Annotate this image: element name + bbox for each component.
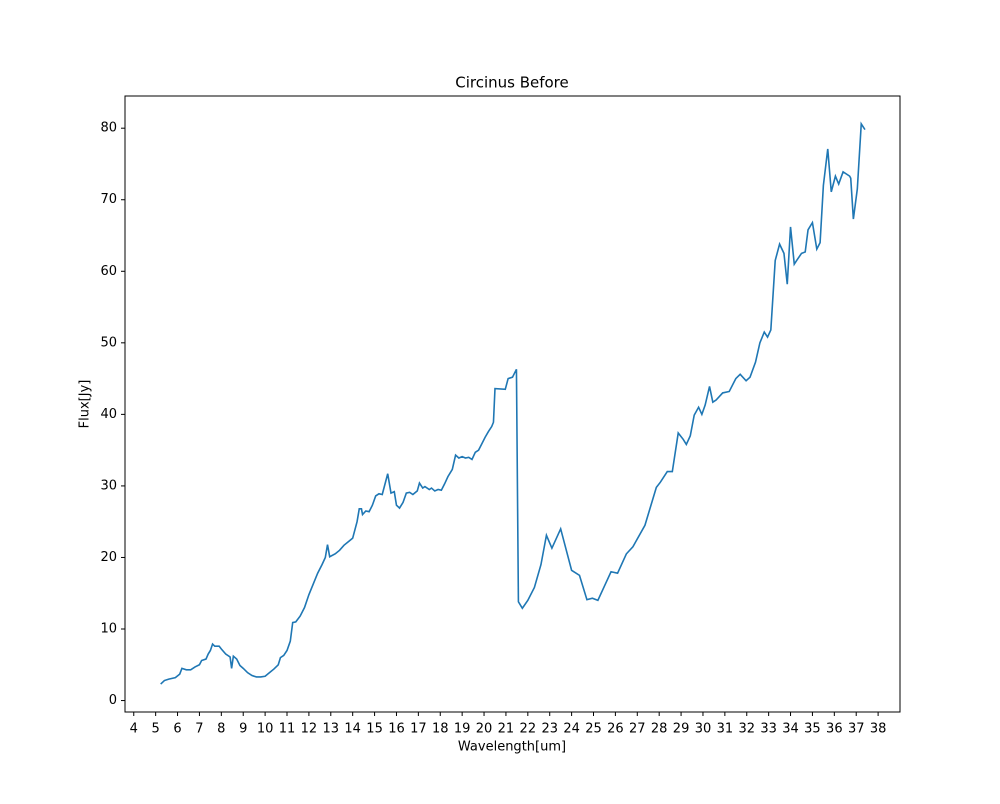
x-tick-label: 19 [454,722,471,737]
x-tick-label: 26 [607,722,624,737]
y-tick-label: 10 [100,622,117,637]
x-tick-label: 30 [695,722,712,737]
x-tick-label: 28 [651,722,668,737]
x-tick-label: 34 [782,722,799,737]
x-tick-label: 24 [563,722,580,737]
y-tick-label: 70 [100,192,117,207]
x-tick-label: 13 [323,722,340,737]
x-tick-label: 29 [673,722,690,737]
x-tick-label: 6 [173,722,181,737]
x-tick-label: 12 [301,722,318,737]
x-tick-label: 38 [870,722,887,737]
y-tick-label: 30 [100,478,117,493]
x-tick-label: 5 [152,722,160,737]
x-tick-label: 32 [738,722,755,737]
y-tick-label: 40 [100,407,117,422]
x-tick-label: 16 [388,722,405,737]
data-line [160,121,866,685]
x-tick-label: 36 [826,722,843,737]
x-tick-label: 11 [279,722,296,737]
x-tick-label: 27 [629,722,646,737]
x-tick-label: 37 [848,722,865,737]
x-tick-label: 23 [541,722,558,737]
y-tick-label: 0 [109,693,117,708]
x-tick-label: 33 [760,722,777,737]
x-tick-label: 8 [217,722,225,737]
x-tick-label: 9 [239,722,247,737]
x-tick-label: 7 [195,722,203,737]
x-tick-label: 18 [432,722,449,737]
x-tick-label: 17 [410,722,427,737]
x-tick-label: 35 [804,722,821,737]
x-tick-label: 10 [257,722,274,737]
x-tick-label: 25 [585,722,602,737]
plot-frame [124,95,901,713]
x-tick-label: 31 [717,722,734,737]
x-tick-label: 15 [366,722,383,737]
chart-title: Circinus Before [455,74,569,92]
x-tick-label: 20 [476,722,493,737]
x-tick-label: 22 [520,722,537,737]
y-axis-label: Flux[Jy] [78,380,93,429]
x-axis-label: Wavelength[um] [458,740,566,755]
x-tick-label: 21 [498,722,515,737]
y-tick-label: 20 [100,550,117,565]
y-tick-label: 80 [100,121,117,136]
y-tick-label: 50 [100,335,117,350]
x-tick-label: 4 [130,722,138,737]
y-tick-label: 60 [100,264,117,279]
x-tick-label: 14 [344,722,361,737]
